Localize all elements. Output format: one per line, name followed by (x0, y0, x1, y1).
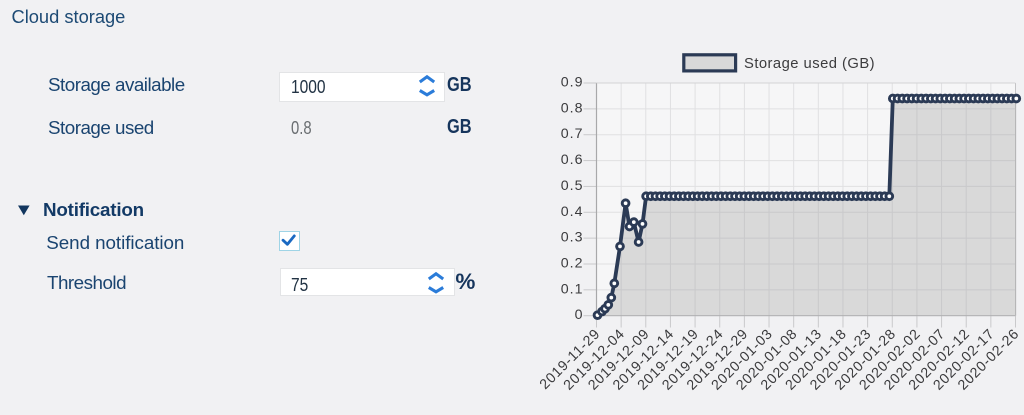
svg-text:0.1: 0.1 (561, 281, 584, 297)
svg-text:0.3: 0.3 (561, 230, 584, 246)
svg-text:0.7: 0.7 (561, 126, 584, 142)
svg-text:0.6: 0.6 (561, 152, 584, 168)
svg-text:0.4: 0.4 (561, 204, 584, 220)
svg-text:0.9: 0.9 (561, 75, 584, 91)
svg-text:0.2: 0.2 (561, 255, 584, 271)
svg-text:Storage used (GB): Storage used (GB) (744, 56, 875, 72)
svg-text:0: 0 (575, 307, 584, 323)
svg-text:0.5: 0.5 (561, 178, 584, 194)
svg-text:0.8: 0.8 (561, 100, 584, 116)
